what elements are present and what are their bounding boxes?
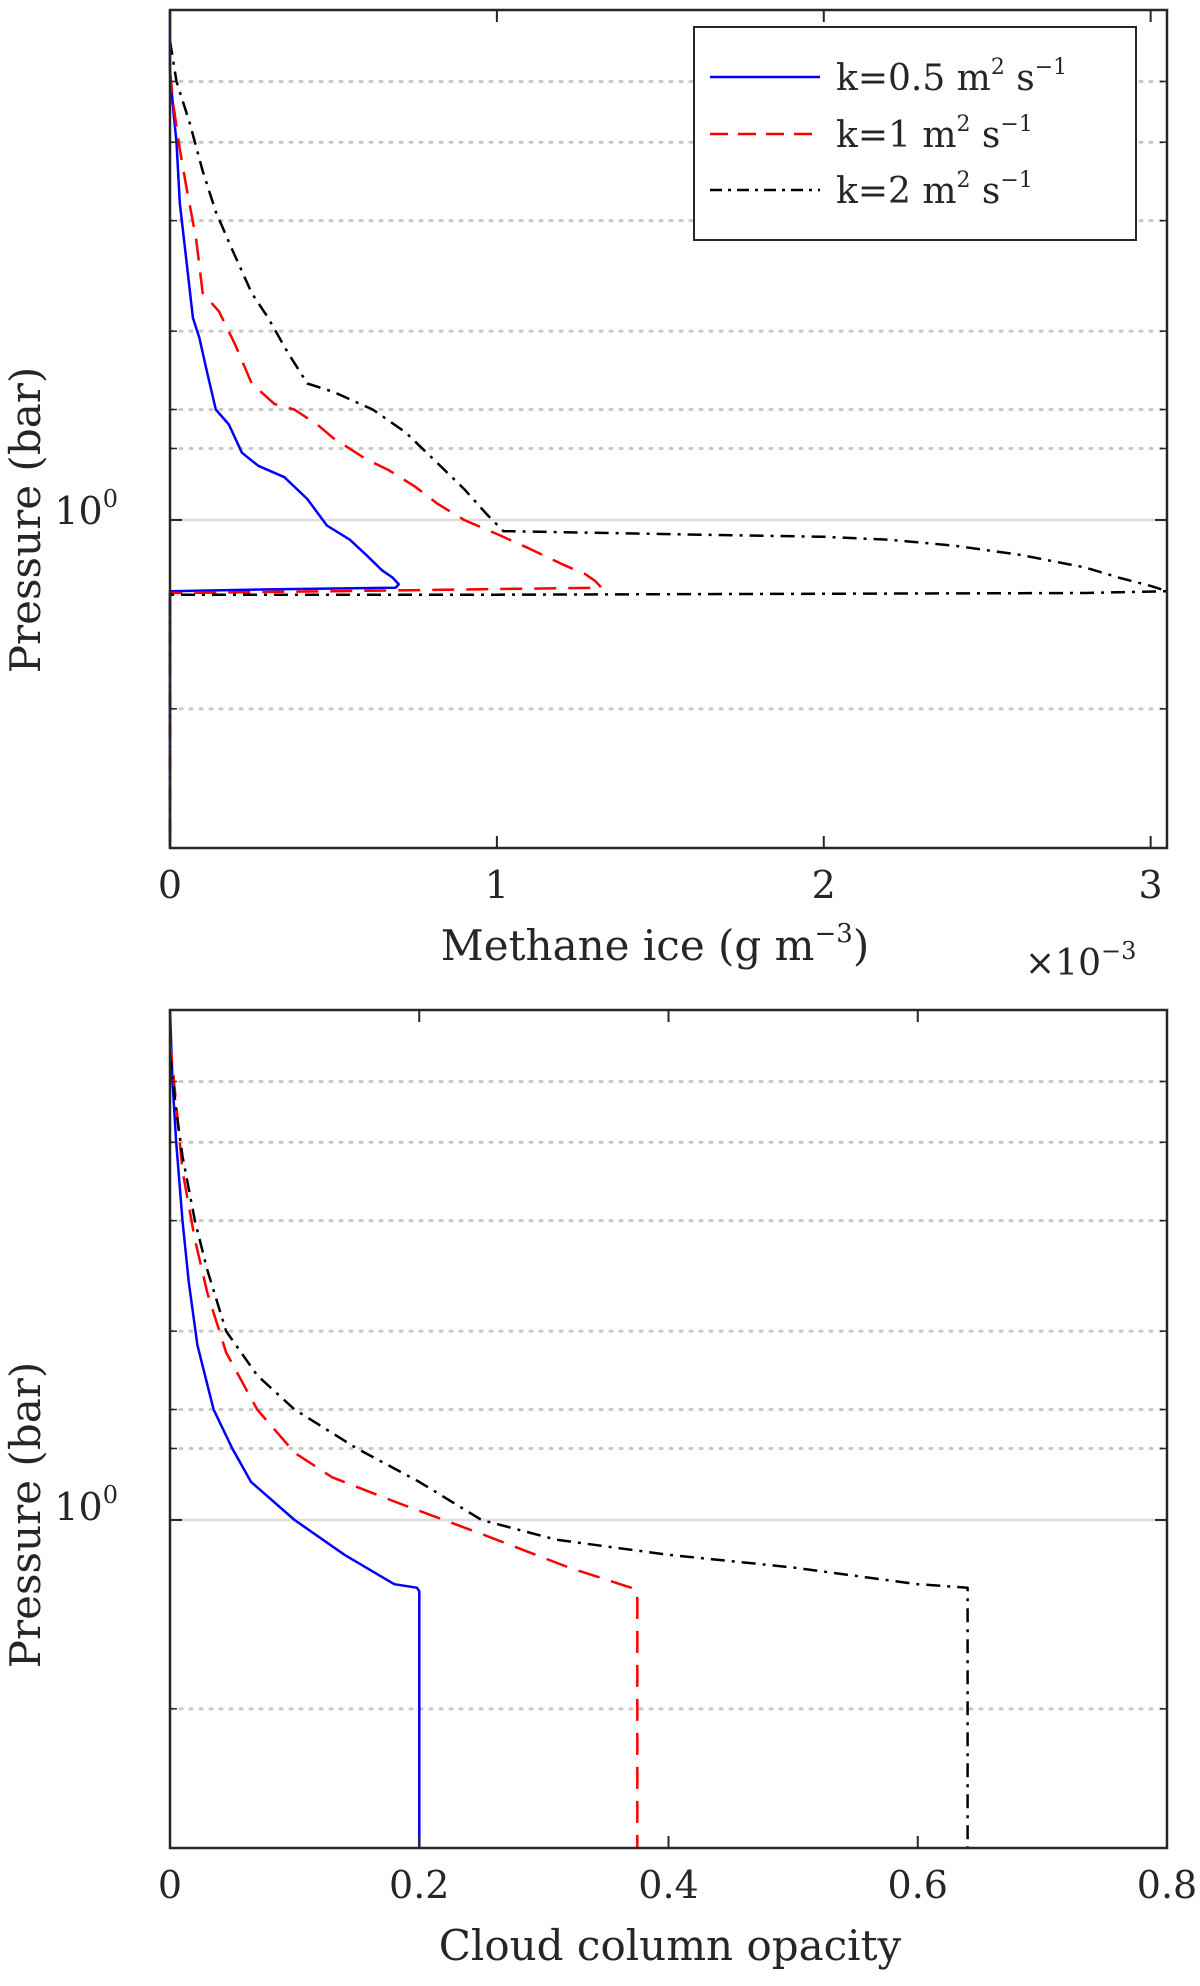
- opacity-series-group: [168, 1009, 969, 1848]
- opacity-panel: 0 0.2 0.4 0.6 0.8 100 Pressure (bar) Cloud c…: [1, 1008, 1197, 1970]
- opacity-xtick-label: 0: [158, 1863, 182, 1907]
- methane-ice-series-k1: [168, 70, 603, 848]
- opacity-ytick-label: 100: [54, 1481, 118, 1529]
- methane-ice-y-axis-label: Pressure (bar): [1, 367, 50, 673]
- opacity-ticks: 0 0.2 0.4 0.6 0.8: [158, 1010, 1197, 1907]
- methane-ice-series-k2: [168, 40, 1169, 848]
- methane-ice-series-k05: [168, 10, 401, 848]
- methane-ice-xtick-label: 3: [1139, 863, 1163, 907]
- methane-ice-xtick-label: 0: [158, 863, 182, 907]
- opacity-xtick-label: 0.4: [638, 1863, 698, 1907]
- opacity-series-k2: [168, 1055, 969, 1848]
- methane-ice-axes-box: [168, 8, 1169, 850]
- opacity-xtick-label: 0.8: [1137, 1863, 1197, 1907]
- opacity-grid: [168, 1079, 1169, 1711]
- methane-ice-series-group: [168, 10, 1169, 848]
- opacity-x-axis-label: Cloud column opacity: [439, 1921, 902, 1970]
- methane-ice-ytick-label: 100: [54, 485, 118, 533]
- legend: k=0.5 m2 s−1 k=1 m2 s−1 k=2 m2 s−1: [693, 26, 1137, 241]
- methane-ice-ticks: 0 1 2 3: [158, 10, 1167, 907]
- methane-ice-x-axis-label: Methane ice (g m−3): [441, 919, 869, 970]
- opacity-series-k1: [168, 1040, 639, 1848]
- legend-label-k05: k=0.5 m2 s−1: [836, 55, 1067, 99]
- methane-ice-xtick-label: 1: [485, 863, 509, 907]
- opacity-y-axis-label: Pressure (bar): [1, 1362, 50, 1668]
- opacity-series-k05: [168, 1009, 421, 1848]
- legend-label-k1: k=1 m2 s−1: [836, 112, 1033, 156]
- methane-ice-panel: 0 1 2 3 100 Pressure (bar) Methane ice (g m…: [1, 8, 1169, 984]
- opacity-xtick-label: 0.2: [389, 1863, 449, 1907]
- methane-ice-xtick-label: 2: [812, 863, 836, 907]
- methane-ice-x-exponent: ×10−3: [1025, 937, 1136, 984]
- legend-label-k2: k=2 m2 s−1: [836, 168, 1033, 212]
- opacity-xtick-label: 0.6: [888, 1863, 948, 1907]
